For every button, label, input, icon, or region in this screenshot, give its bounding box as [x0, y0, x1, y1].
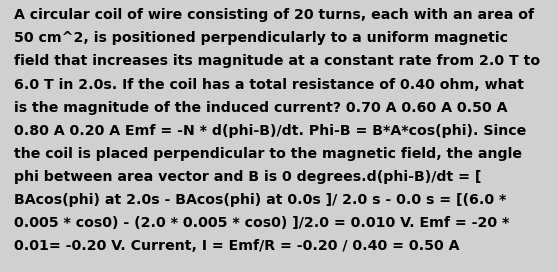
Text: 6.0 T in 2.0s. If the coil has a total resistance of 0.40 ohm, what: 6.0 T in 2.0s. If the coil has a total r… — [14, 78, 524, 91]
Text: A circular coil of wire consisting of 20 turns, each with an area of: A circular coil of wire consisting of 20… — [14, 8, 534, 22]
Text: 0.80 A 0.20 A Emf = -N * d(phi-B)/dt. Phi-B = B*A*cos(phi). Since: 0.80 A 0.20 A Emf = -N * d(phi-B)/dt. Ph… — [14, 124, 526, 138]
Text: field that increases its magnitude at a constant rate from 2.0 T to: field that increases its magnitude at a … — [14, 54, 540, 68]
Text: phi between area vector and B is 0 degrees.d(phi-B)/dt = [: phi between area vector and B is 0 degre… — [14, 170, 482, 184]
Text: BAcos(phi) at 2.0s - BAcos(phi) at 0.0s ]/ 2.0 s - 0.0 s = [(6.0 *: BAcos(phi) at 2.0s - BAcos(phi) at 0.0s … — [14, 193, 506, 207]
Text: 50 cm^2, is positioned perpendicularly to a uniform magnetic: 50 cm^2, is positioned perpendicularly t… — [14, 31, 508, 45]
Text: is the magnitude of the induced current? 0.70 A 0.60 A 0.50 A: is the magnitude of the induced current?… — [14, 101, 507, 115]
Text: the coil is placed perpendicular to the magnetic field, the angle: the coil is placed perpendicular to the … — [14, 147, 522, 161]
Text: 0.005 * cos0) - (2.0 * 0.005 * cos0) ]/2.0 = 0.010 V. Emf = -20 *: 0.005 * cos0) - (2.0 * 0.005 * cos0) ]/2… — [14, 216, 509, 230]
Text: 0.01= -0.20 V. Current, I = Emf/R = -0.20 / 0.40 = 0.50 A: 0.01= -0.20 V. Current, I = Emf/R = -0.2… — [14, 239, 459, 253]
